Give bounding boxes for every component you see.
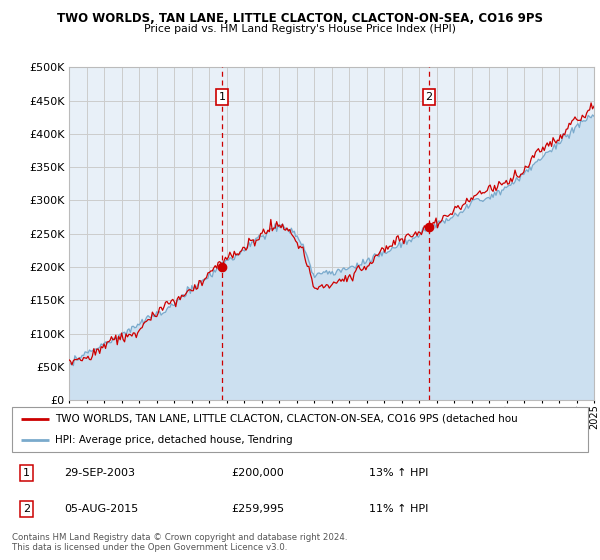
Text: 29-SEP-2003: 29-SEP-2003 (64, 468, 135, 478)
Text: HPI: Average price, detached house, Tendring: HPI: Average price, detached house, Tend… (55, 435, 293, 445)
Text: £200,000: £200,000 (231, 468, 284, 478)
FancyBboxPatch shape (12, 407, 588, 452)
Text: Price paid vs. HM Land Registry's House Price Index (HPI): Price paid vs. HM Land Registry's House … (144, 24, 456, 34)
Text: TWO WORLDS, TAN LANE, LITTLE CLACTON, CLACTON-ON-SEA, CO16 9PS (detached hou: TWO WORLDS, TAN LANE, LITTLE CLACTON, CL… (55, 414, 518, 424)
Text: Contains HM Land Registry data © Crown copyright and database right 2024.: Contains HM Land Registry data © Crown c… (12, 533, 347, 542)
Text: This data is licensed under the Open Government Licence v3.0.: This data is licensed under the Open Gov… (12, 543, 287, 552)
Text: TWO WORLDS, TAN LANE, LITTLE CLACTON, CLACTON-ON-SEA, CO16 9PS: TWO WORLDS, TAN LANE, LITTLE CLACTON, CL… (57, 12, 543, 25)
Text: 05-AUG-2015: 05-AUG-2015 (64, 504, 138, 514)
Text: 1: 1 (218, 92, 226, 102)
Text: 2: 2 (23, 504, 30, 514)
Text: 11% ↑ HPI: 11% ↑ HPI (369, 504, 428, 514)
Text: £259,995: £259,995 (231, 504, 284, 514)
Text: 13% ↑ HPI: 13% ↑ HPI (369, 468, 428, 478)
Text: 2: 2 (425, 92, 433, 102)
Text: 1: 1 (23, 468, 30, 478)
